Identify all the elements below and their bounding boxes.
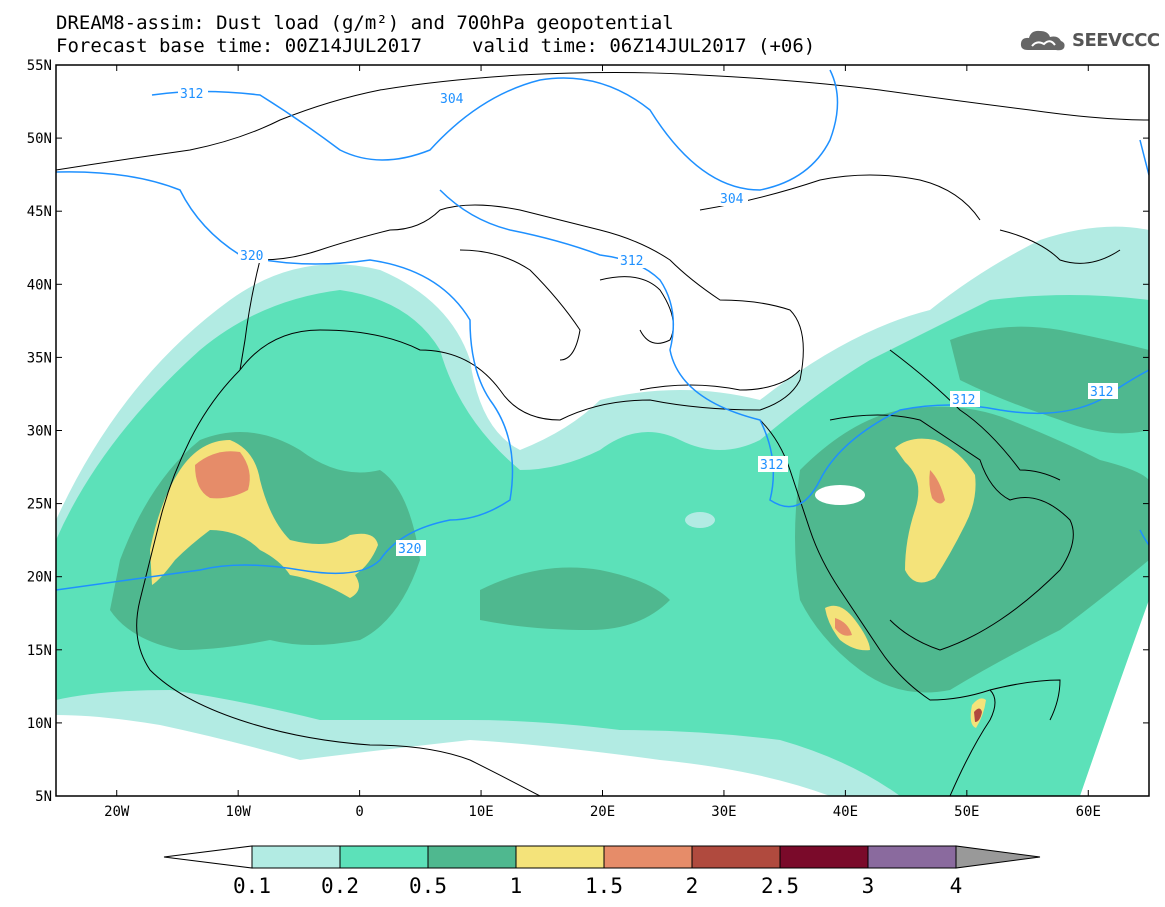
colorbar-tick-label: 1.5 <box>585 874 623 898</box>
dust-region-1.5 <box>929 470 945 504</box>
colorbar-segment <box>867 845 957 869</box>
contour-label: 320 <box>398 542 421 557</box>
colorbar-tick-label: 0.2 <box>321 874 359 898</box>
dust-region-1.5 <box>195 451 250 499</box>
colorbar-segment <box>691 845 781 869</box>
lat-label: 40N <box>27 277 52 293</box>
lon-label: 40E <box>833 804 858 820</box>
colorbar-segment <box>515 845 605 869</box>
lon-label: 20E <box>590 804 615 820</box>
colorbar-segment <box>427 845 517 869</box>
dust-free-patch <box>815 485 865 505</box>
dust-region-2 <box>974 708 982 722</box>
colorbar-segment <box>339 845 429 869</box>
colorbar-segment <box>251 845 341 869</box>
colorbar-tick-label: 2.5 <box>761 874 799 898</box>
contour-label: 312 <box>620 254 643 269</box>
contour-label: 312 <box>1090 385 1113 400</box>
dust-region-0.5 <box>480 567 670 630</box>
colorbar-segment <box>779 845 869 869</box>
lat-label: 15N <box>27 643 52 659</box>
lat-label: 20N <box>27 570 52 586</box>
lat-label: 35N <box>27 350 52 366</box>
contour-labels: 312 304 320 312 304 312 312 312 320 <box>178 85 1118 557</box>
lon-label: 30E <box>711 804 736 820</box>
lon-label: 50E <box>954 804 979 820</box>
lat-label: 5N <box>35 789 52 805</box>
dust-region-1.5 <box>835 618 852 636</box>
lat-label: 50N <box>27 131 52 147</box>
contour-label: 312 <box>952 393 975 408</box>
lat-label: 10N <box>27 716 52 732</box>
map-subtitle: Forecast base time: 00Z14JUL2017 valid ti… <box>56 36 815 56</box>
lat-label: 55N <box>27 58 52 74</box>
colorbar: 0.1 0.2 0.5 1 1.5 2 2.5 3 4 <box>163 845 1041 898</box>
lon-label: 0 <box>355 804 363 820</box>
cloud-icon <box>1020 30 1065 51</box>
longitude-axis: 20W 10W 0 10E 20E 30E 40E 50E 60E <box>104 65 1101 820</box>
colorbar-tick-label: 0.5 <box>409 874 447 898</box>
colorbar-tick-label: 4 <box>950 874 963 898</box>
logo-text: SEEVCCC <box>1072 30 1160 51</box>
latitude-axis: 55N 50N 45N 40N 35N 30N 25N 20N 15N 10N 5N <box>27 58 1149 805</box>
colorbar-tick-label: 2 <box>686 874 699 898</box>
contour-label: 312 <box>180 87 203 102</box>
lon-label: 10E <box>468 804 493 820</box>
colorbar-tick-label: 3 <box>862 874 875 898</box>
colorbar-min-arrow <box>163 845 253 869</box>
lon-label: 20W <box>104 804 130 820</box>
dust-free-patch <box>685 512 715 528</box>
dust-region-0.5 <box>950 326 1149 434</box>
colorbar-max-arrow <box>955 845 1041 869</box>
dust-field <box>56 65 1149 796</box>
lat-label: 30N <box>27 424 52 440</box>
seevccc-logo: SEEVCCC <box>1018 26 1160 56</box>
contour-label: 312 <box>760 458 783 473</box>
colorbar-tick-label: 1 <box>510 874 523 898</box>
lon-label: 10W <box>226 804 252 820</box>
colorbar-segment <box>603 845 693 869</box>
valid-time: valid time: 06Z14JUL2017 (+06) <box>472 35 816 57</box>
contour-label: 304 <box>720 192 744 207</box>
dust-region-0.5 <box>795 406 1149 693</box>
forecast-base-time: Forecast base time: 00Z14JUL2017 <box>56 35 423 57</box>
lat-label: 45N <box>27 204 52 220</box>
map-title: DREAM8-assim: Dust load (g/m²) and 700hP… <box>56 12 674 34</box>
colorbar-tick-label: 0.1 <box>233 874 271 898</box>
lat-label: 25N <box>27 497 52 513</box>
lon-label: 60E <box>1076 804 1101 820</box>
contour-label: 320 <box>240 249 263 264</box>
coastlines <box>56 72 1149 796</box>
contour-label: 304 <box>440 92 464 107</box>
dust-region-1 <box>895 438 976 583</box>
